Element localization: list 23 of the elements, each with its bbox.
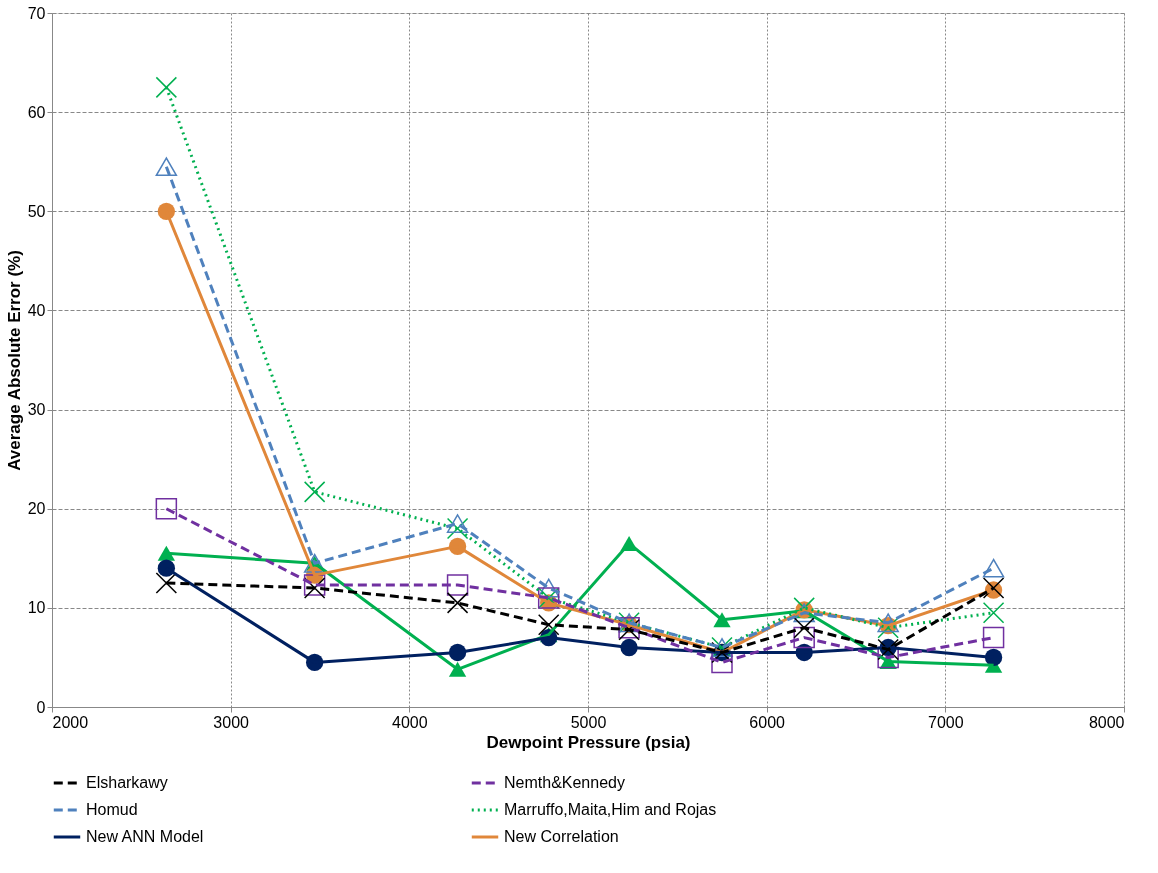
y-tick-label: 50 — [27, 202, 46, 220]
x-tick-label: 4000 — [392, 713, 428, 731]
y-tick-label: 30 — [27, 401, 46, 419]
legend-label: Marruffo,Maita,Him and Rojas — [504, 801, 717, 818]
legend-label: Homud — [86, 801, 138, 818]
y-axis-title: Average Absolute Error (%) — [4, 250, 24, 471]
legend-label: Elsharkawy — [86, 774, 168, 791]
y-tick-label: 10 — [27, 599, 46, 617]
x-tick-label: 2000 — [52, 713, 89, 731]
x-axis-title: Dewpoint Pressure (psia) — [486, 732, 691, 752]
legend-label: New Correlation — [504, 828, 619, 845]
y-tick-label: 0 — [36, 698, 46, 716]
x-tick-label: 5000 — [570, 713, 607, 731]
x-tick-label: 8000 — [1088, 713, 1125, 731]
y-tick-label: 20 — [27, 500, 46, 518]
x-tick-label: 6000 — [749, 713, 786, 731]
y-tick-label: 40 — [27, 301, 46, 319]
legend-label: New ANN Model — [86, 828, 204, 845]
x-tick-label: 3000 — [213, 713, 250, 731]
legend-label: Nemth&Kennedy — [504, 774, 625, 791]
y-tick-label: 60 — [27, 103, 46, 121]
y-tick-label: 70 — [27, 4, 46, 22]
x-tick-label: 7000 — [928, 713, 964, 731]
